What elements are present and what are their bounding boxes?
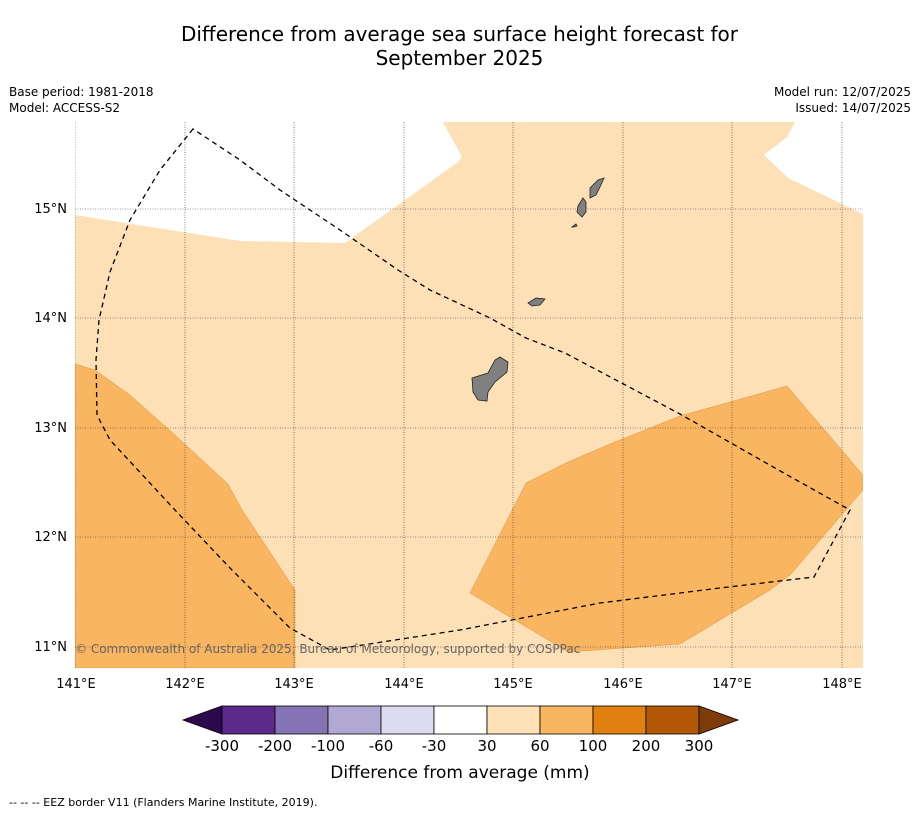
colorbar-label: -60 <box>369 737 394 755</box>
meta-left: Base period: 1981-2018 Model: ACCESS-S2 <box>9 84 154 116</box>
lon-tick: 142°E <box>165 677 205 692</box>
sea-level-band-60-100-east <box>469 385 863 653</box>
island-aguijan <box>570 223 578 228</box>
meta-right: Model run: 12/07/2025 Issued: 14/07/2025 <box>774 84 911 116</box>
colorbar-extend-low <box>181 705 223 735</box>
colorbar-swatch <box>380 705 435 735</box>
colorbar-extend-high <box>698 705 740 735</box>
lat-axis: 15°N 14°N 13°N 12°N 11°N <box>34 202 67 655</box>
islands <box>471 177 605 402</box>
issued-date: Issued: 14/07/2025 <box>795 101 911 115</box>
copyright-notice: © Commonwealth of Australia 2025, Bureau… <box>75 642 580 656</box>
colorbar-label: -200 <box>258 737 292 755</box>
base-period: Base period: 1981-2018 <box>9 85 154 99</box>
colorbar-swatch <box>221 705 276 735</box>
map-area: © Commonwealth of Australia 2025, Bureau… <box>75 122 863 668</box>
lat-tick: 13°N <box>34 421 67 436</box>
lon-tick: 145°E <box>493 677 533 692</box>
lat-tick: 11°N <box>34 640 67 655</box>
colorbar-swatch <box>592 705 647 735</box>
graticule <box>75 122 863 668</box>
island-rota <box>527 297 546 307</box>
colorbar-title: Difference from average (mm) <box>330 763 589 783</box>
eez-legend-note: -- -- -- EEZ border V11 (Flanders Marine… <box>9 796 318 809</box>
colorbar-label: -30 <box>422 737 447 755</box>
lat-tick: 15°N <box>34 202 67 217</box>
colorbar-swatch <box>645 705 700 735</box>
model-name: Model: ACCESS-S2 <box>9 101 121 115</box>
lon-tick: 141°E <box>56 677 96 692</box>
island-guam <box>471 356 509 402</box>
colorbar-label: 60 <box>530 737 549 755</box>
lon-tick: 143°E <box>274 677 314 692</box>
lon-tick: 144°E <box>384 677 424 692</box>
colorbar-swatch <box>274 705 329 735</box>
colorbar-swatch <box>486 705 541 735</box>
island-tinian <box>576 197 587 218</box>
colorbar-label: -100 <box>311 737 345 755</box>
lon-tick: 146°E <box>603 677 643 692</box>
near-average-region-east <box>764 122 863 214</box>
model-run: Model run: 12/07/2025 <box>773 85 911 99</box>
lon-axis: 141°E 142°E 143°E 144°E 145°E 146°E 147°… <box>56 677 862 692</box>
colorbar-swatch <box>433 705 488 735</box>
colorbar-label: -300 <box>205 737 239 755</box>
near-average-region-west <box>75 122 462 243</box>
colorbar-label: 200 <box>632 737 661 755</box>
sea-level-band-60-100-west <box>75 363 296 668</box>
colorbar-swatch <box>539 705 594 735</box>
lat-tick: 14°N <box>34 311 67 326</box>
island-saipan <box>589 177 605 199</box>
colorbar: -300 -200 -100 -60 -30 30 60 100 200 300… <box>181 705 740 783</box>
title-line-1: Difference from average sea surface heig… <box>180 22 739 46</box>
title-line-2: September 2025 <box>375 46 544 70</box>
colorbar-label: 100 <box>579 737 608 755</box>
eez-border <box>95 128 851 651</box>
colorbar-swatch <box>327 705 382 735</box>
lon-tick: 148°E <box>822 677 862 692</box>
lon-tick: 147°E <box>712 677 752 692</box>
lat-tick: 12°N <box>34 530 67 545</box>
colorbar-label: 30 <box>477 737 496 755</box>
map-title: Difference from average sea surface heig… <box>0 22 919 70</box>
colorbar-label: 300 <box>685 737 714 755</box>
